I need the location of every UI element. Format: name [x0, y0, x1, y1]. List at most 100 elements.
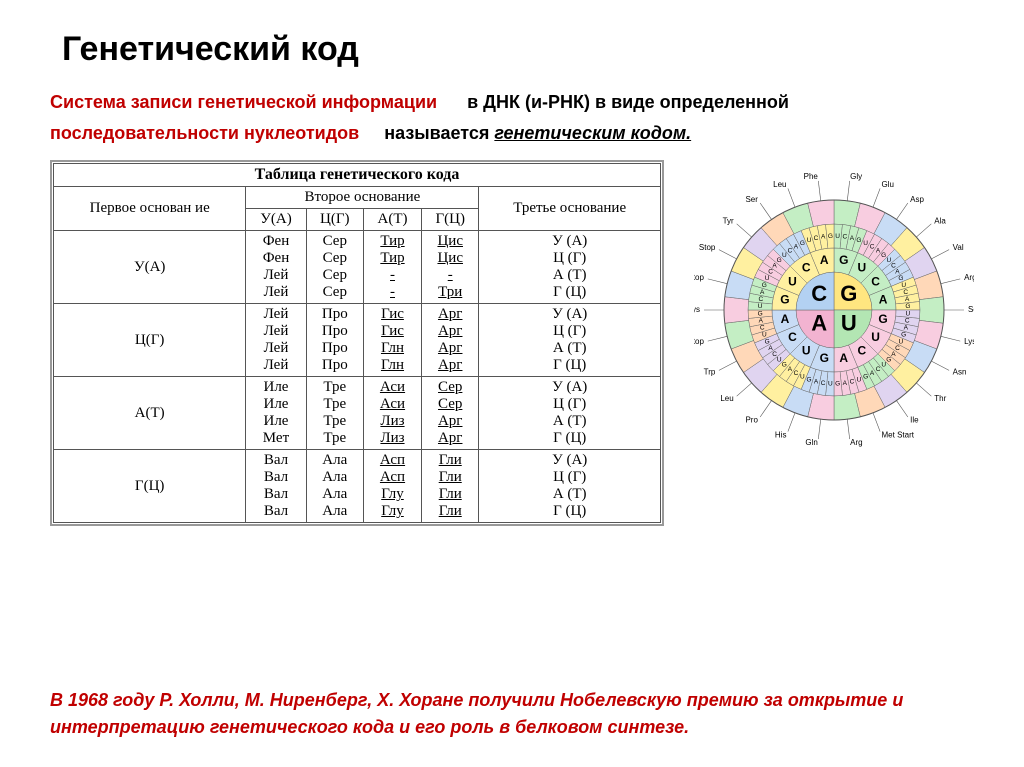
svg-text:Stop: Stop	[699, 243, 716, 252]
svg-text:G: G	[856, 237, 861, 244]
codon-wheel: GUACGUCAGUCAGUCAGUCAUCAGUCAGUCAGUCAGUCAG…	[694, 170, 974, 450]
svg-text:Leu: Leu	[720, 394, 733, 403]
svg-text:A: A	[905, 296, 910, 303]
svg-text:Arg: Arg	[964, 273, 974, 282]
svg-text:A: A	[879, 293, 888, 307]
svg-text:Gln: Gln	[805, 438, 817, 447]
svg-text:U: U	[777, 357, 782, 364]
svg-text:C: C	[905, 318, 910, 325]
svg-text:A: A	[811, 311, 827, 336]
svg-text:A: A	[760, 289, 765, 296]
svg-text:A: A	[904, 325, 909, 332]
svg-text:A: A	[781, 312, 790, 326]
svg-text:U: U	[762, 332, 767, 339]
svg-text:U: U	[765, 275, 770, 282]
svg-text:C: C	[811, 281, 827, 306]
svg-text:U: U	[782, 252, 787, 259]
svg-text:A: A	[870, 370, 875, 377]
header-first-base: Первое основан ие	[54, 187, 246, 231]
cell-1-3: АргАргАргАрг	[422, 304, 479, 377]
svg-text:Stop: Stop	[694, 273, 704, 282]
svg-text:A: A	[850, 235, 855, 242]
svg-text:A: A	[814, 379, 819, 386]
cell-1-0: ЛейЛейЛейЛей	[246, 304, 306, 377]
svg-text:U: U	[881, 362, 886, 369]
svg-text:U: U	[871, 330, 880, 344]
svg-text:U: U	[863, 240, 868, 247]
svg-text:Phe: Phe	[804, 172, 819, 181]
svg-text:Trp: Trp	[704, 368, 716, 377]
svg-text:G: G	[839, 253, 848, 267]
svg-text:G: G	[758, 311, 763, 318]
cell-3-1: АлаАлаАлаАла	[306, 450, 363, 523]
svg-text:A: A	[876, 247, 881, 254]
row-head-0: У(А)	[54, 231, 246, 304]
svg-text:G: G	[840, 281, 857, 306]
svg-text:A: A	[788, 366, 793, 373]
svg-text:A: A	[820, 253, 829, 267]
svg-text:G: G	[762, 282, 767, 289]
svg-text:U: U	[841, 311, 857, 336]
cell-0-0: ФенФенЛейЛей	[246, 231, 306, 304]
svg-text:C: C	[895, 345, 900, 352]
cell-3-3: ГлиГлиГлиГли	[422, 450, 479, 523]
intro-2b: называется	[384, 123, 494, 143]
page-title: Генетический код	[62, 30, 974, 69]
svg-text:U: U	[800, 374, 805, 381]
svg-text:Arg: Arg	[850, 438, 862, 447]
svg-text:C: C	[788, 330, 797, 344]
svg-text:C: C	[768, 269, 773, 276]
svg-text:A: A	[768, 345, 773, 352]
svg-text:C: C	[903, 289, 908, 296]
svg-text:Asn: Asn	[953, 368, 967, 377]
svg-text:Ala: Ala	[934, 216, 946, 225]
svg-text:A: A	[794, 243, 799, 250]
svg-text:His: His	[775, 431, 787, 440]
svg-text:A: A	[843, 380, 848, 387]
third-base-3: У (А)Ц (Г)А (Т)Г (Ц)	[479, 450, 661, 523]
svg-text:C: C	[821, 380, 826, 387]
cell-2-0: ИлеИлеИлеМет	[246, 377, 306, 450]
svg-text:C: C	[876, 366, 881, 373]
codon-table-container: Таблица генетического кода Первое основа…	[50, 160, 664, 526]
col-head-3: Г(Ц)	[422, 209, 479, 231]
svg-text:Glu: Glu	[882, 180, 894, 189]
cell-2-1: ТреТреТреТре	[306, 377, 363, 450]
third-base-1: У (А)Ц (Г)А (Т)Г (Ц)	[479, 304, 661, 377]
svg-text:U: U	[807, 237, 812, 244]
svg-text:U: U	[802, 344, 811, 358]
table-title: Таблица генетического кода	[54, 164, 661, 187]
svg-text:Ser: Ser	[745, 195, 758, 204]
svg-text:U: U	[857, 261, 866, 275]
svg-text:Lys: Lys	[964, 337, 974, 346]
cell-0-2: ТирТир--	[363, 231, 421, 304]
cell-3-0: ВалВалВалВал	[246, 450, 306, 523]
col-head-1: Ц(Г)	[306, 209, 363, 231]
svg-text:U: U	[857, 377, 862, 384]
svg-text:C: C	[772, 351, 777, 358]
row-head-2: А(Т)	[54, 377, 246, 450]
svg-text:G: G	[863, 374, 868, 381]
col-head-0: У(А)	[246, 209, 306, 231]
cell-0-1: СерСерСерСер	[306, 231, 363, 304]
svg-text:G: G	[886, 357, 891, 364]
svg-text:G: G	[777, 257, 782, 264]
svg-text:G: G	[878, 312, 887, 326]
third-base-0: У (А)Ц (Г)А (Т)Г (Ц)	[479, 231, 661, 304]
intro-block: Система записи генетической информации в…	[50, 87, 974, 148]
svg-text:A: A	[759, 318, 764, 325]
svg-text:Cys: Cys	[694, 305, 700, 314]
svg-text:G: G	[800, 240, 805, 247]
svg-text:A: A	[839, 351, 848, 365]
svg-text:Leu: Leu	[773, 180, 786, 189]
svg-text:G: G	[782, 362, 787, 369]
svg-text:G: G	[820, 351, 829, 365]
svg-text:Thr: Thr	[934, 394, 946, 403]
svg-text:A: A	[891, 351, 896, 358]
svg-text:U: U	[788, 275, 797, 289]
svg-text:Met Start: Met Start	[882, 431, 915, 440]
header-third-base: Третье основание	[479, 187, 661, 231]
svg-text:Tyr: Tyr	[723, 216, 734, 225]
cell-3-2: АспАспГлуГлу	[363, 450, 421, 523]
third-base-2: У (А)Ц (Г)А (Т)Г (Ц)	[479, 377, 661, 450]
